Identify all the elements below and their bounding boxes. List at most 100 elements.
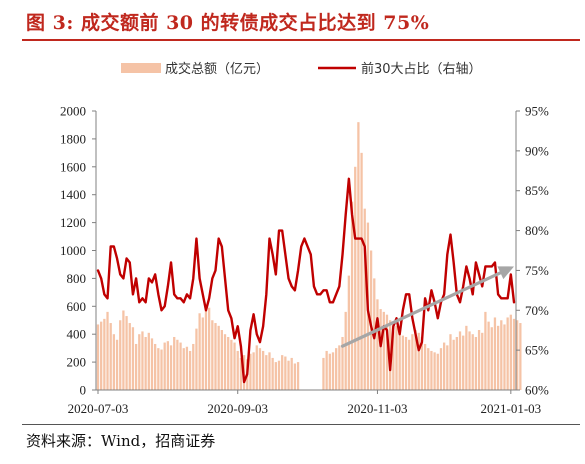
ratio-line (96, 177, 516, 384)
bar (446, 345, 449, 390)
bar (141, 331, 144, 390)
bar (134, 343, 138, 390)
bar (392, 331, 395, 390)
x-tick-label: 2021-01-03 (480, 401, 541, 416)
bar (204, 306, 208, 390)
bar (344, 311, 347, 390)
bar (271, 357, 274, 390)
bar (442, 342, 446, 390)
bar (274, 362, 277, 390)
bar (363, 208, 366, 390)
bar (496, 325, 500, 390)
bar (385, 314, 389, 390)
bar (474, 336, 478, 390)
bar (398, 334, 401, 390)
bar (179, 342, 182, 390)
bar (112, 334, 116, 390)
bar (490, 327, 493, 390)
bar (468, 331, 471, 390)
bar (128, 323, 131, 390)
bar (500, 320, 503, 390)
bar (347, 275, 351, 390)
bar (484, 311, 487, 390)
bar (100, 321, 103, 390)
bar (350, 201, 354, 390)
legend-swatch-bar (121, 63, 161, 73)
bar (239, 357, 243, 390)
bar (249, 353, 252, 390)
bar (430, 350, 433, 390)
left-tick-label: 800 (67, 271, 87, 286)
bar (465, 325, 468, 390)
left-tick-label: 600 (67, 299, 87, 314)
bar (376, 299, 379, 390)
bar (296, 362, 300, 390)
trend-arrow-shaft (340, 271, 502, 348)
bar (487, 321, 490, 390)
bar (125, 316, 128, 390)
legend-label-bar: 成交总额（亿元） (165, 61, 269, 77)
figure-title: 图 3: 成交额前 30 的转债成交占比达到 75% (26, 12, 430, 34)
bar (208, 307, 211, 390)
bar (185, 346, 189, 390)
bar (150, 338, 154, 390)
left-tick-label: 400 (67, 327, 87, 342)
bar (122, 310, 125, 390)
bar (471, 334, 474, 390)
source-rule (22, 424, 580, 425)
bar (176, 339, 179, 390)
bar (131, 327, 135, 390)
bar (166, 341, 170, 390)
bar (230, 339, 233, 390)
bar (408, 339, 411, 390)
bar (506, 317, 509, 390)
line-series (96, 177, 516, 384)
bar (328, 353, 331, 390)
bar (325, 350, 328, 390)
bar (157, 348, 160, 390)
bar (512, 318, 516, 390)
bar (195, 328, 198, 390)
bar (119, 320, 122, 390)
bar (106, 311, 109, 390)
bar (455, 336, 458, 390)
left-tick-label: 1000 (60, 243, 86, 258)
bar (338, 345, 341, 390)
bar (433, 352, 436, 390)
bar (236, 350, 239, 390)
bar (404, 336, 408, 390)
bar (420, 336, 424, 390)
bar (277, 360, 281, 390)
title-underline (22, 39, 580, 41)
right-tick-label: 65% (525, 343, 549, 358)
bar (160, 349, 163, 390)
right-tick-label: 90% (525, 143, 549, 158)
trend-arrow (340, 266, 514, 348)
bar (147, 332, 150, 390)
right-tick-label: 75% (525, 263, 549, 278)
bar (96, 324, 100, 390)
bar (182, 348, 185, 390)
bar (169, 345, 173, 390)
bar-series (96, 122, 522, 391)
x-tick-label: 2020-11-03 (347, 401, 407, 416)
legend-label-line: 前30大占比（右轴） (361, 61, 482, 77)
source-note: 资料来源：Wind，招商证券 (26, 432, 216, 450)
bar (258, 348, 262, 390)
bar (516, 320, 519, 390)
bar (357, 122, 360, 390)
bar (198, 313, 201, 390)
bar (192, 343, 195, 390)
left-tick-label: 1200 (60, 215, 86, 230)
bar (395, 325, 398, 390)
x-tick-label: 2020-07-03 (68, 401, 129, 416)
right-tick-label: 80% (525, 223, 549, 238)
bar (354, 166, 357, 390)
right-tick-label: 70% (525, 303, 549, 318)
bar (201, 317, 204, 390)
bar (331, 352, 335, 390)
bar (115, 339, 119, 390)
axes: 0 200 400 600 800 1000 1200 1400 1600 1800 2000 60%… (60, 104, 549, 417)
bar (439, 348, 443, 390)
x-tick-label: 2020-09-03 (207, 401, 268, 416)
